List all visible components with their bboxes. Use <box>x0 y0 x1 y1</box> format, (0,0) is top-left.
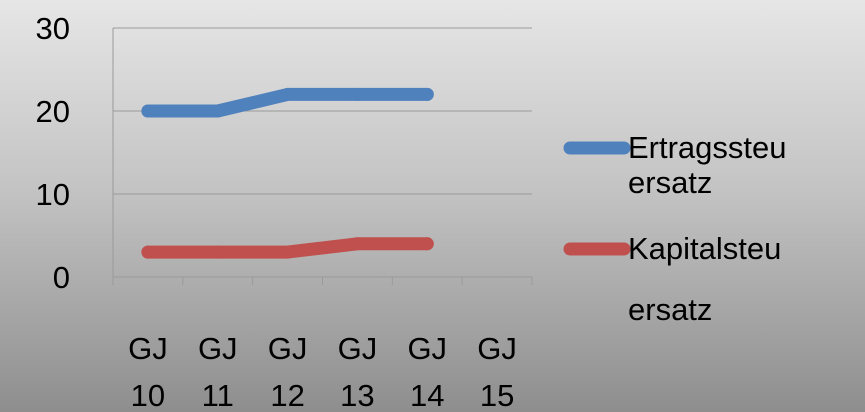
x-tick-label: 14 <box>410 378 444 412</box>
y-tick-label: 10 <box>36 177 70 212</box>
data-series <box>141 87 434 259</box>
x-tick-label: 15 <box>480 378 514 412</box>
data-point <box>350 87 364 101</box>
y-axis-tick-labels: 0 10 20 30 <box>36 11 70 295</box>
x-tick-label: GJ <box>268 331 308 366</box>
data-point <box>141 245 155 259</box>
y-tick-label: 30 <box>36 11 70 46</box>
x-tick-label: 12 <box>270 378 304 412</box>
data-point <box>350 237 364 251</box>
x-tick-label: 10 <box>131 378 165 412</box>
x-tick-label: GJ <box>477 331 517 366</box>
legend-label: Kapitalsteu <box>628 231 781 266</box>
data-point <box>281 245 295 259</box>
data-point <box>420 87 434 101</box>
data-point <box>211 245 225 259</box>
x-axis-tick-labels: GJ 10 GJ 11 GJ 12 GJ 13 GJ 14 GJ 15 <box>128 331 517 412</box>
legend-label: ersatz <box>628 165 712 200</box>
x-tick-label: 11 <box>202 378 234 412</box>
x-tick-label: GJ <box>407 331 447 366</box>
y-tick-label: 20 <box>36 94 70 129</box>
data-point <box>211 104 225 118</box>
x-tick-label: GJ <box>338 331 378 366</box>
data-point <box>141 104 155 118</box>
x-tick-label: GJ <box>198 331 238 366</box>
data-point <box>281 87 295 101</box>
legend-label: ersatz <box>628 292 712 327</box>
y-tick-label: 0 <box>53 260 70 295</box>
x-tick-label: GJ <box>128 331 168 366</box>
axes <box>112 28 533 285</box>
legend-label: Ertragssteu <box>628 130 787 165</box>
data-point <box>420 237 434 251</box>
x-tick-label: 13 <box>340 378 374 412</box>
